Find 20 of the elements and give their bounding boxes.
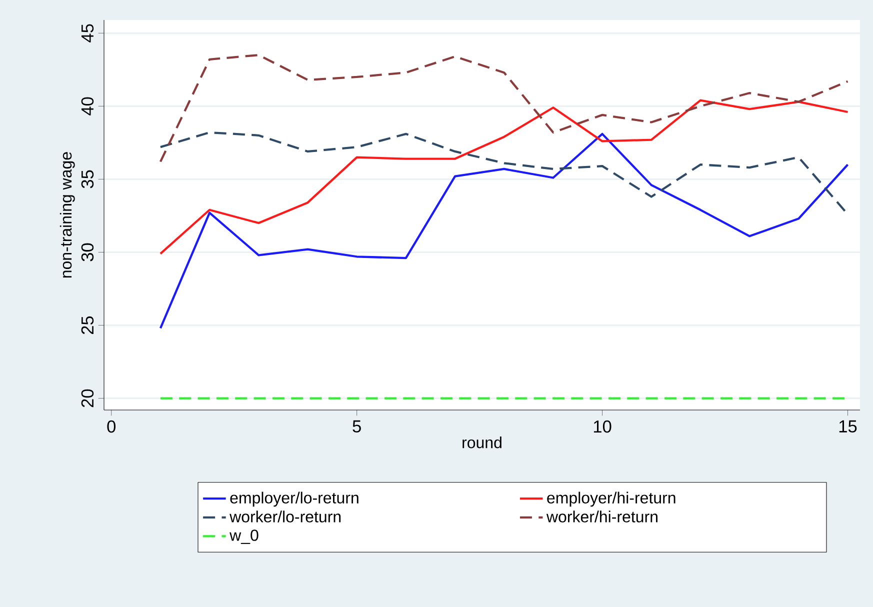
legend-label: employer/hi-return (547, 492, 676, 507)
legend-label: worker/hi-return (546, 510, 658, 522)
y-tick-label: 25 (81, 316, 94, 334)
y-tick-label: 35 (81, 170, 94, 188)
y-tick-label: 40 (81, 97, 94, 116)
line-series (159, 54, 849, 163)
line-series (159, 132, 849, 330)
y-tick-label: 30 (81, 243, 94, 262)
legend-label: employer/lo-return (230, 492, 358, 507)
x-tick-label: 10 (594, 420, 612, 433)
legend-label: w_0 (230, 530, 258, 544)
x-tick-label: 0 (107, 420, 116, 433)
legend-label: worker/lo-return (230, 510, 341, 522)
line-series (159, 99, 849, 255)
y-tick-label: 45 (82, 24, 94, 42)
y-axis-title: non-training wage (60, 152, 75, 278)
x-tick-label: 5 (352, 420, 361, 432)
x-tick-label: 15 (839, 420, 857, 432)
x-axis-title: round (462, 436, 502, 448)
y-tick-label: 20 (81, 389, 94, 408)
